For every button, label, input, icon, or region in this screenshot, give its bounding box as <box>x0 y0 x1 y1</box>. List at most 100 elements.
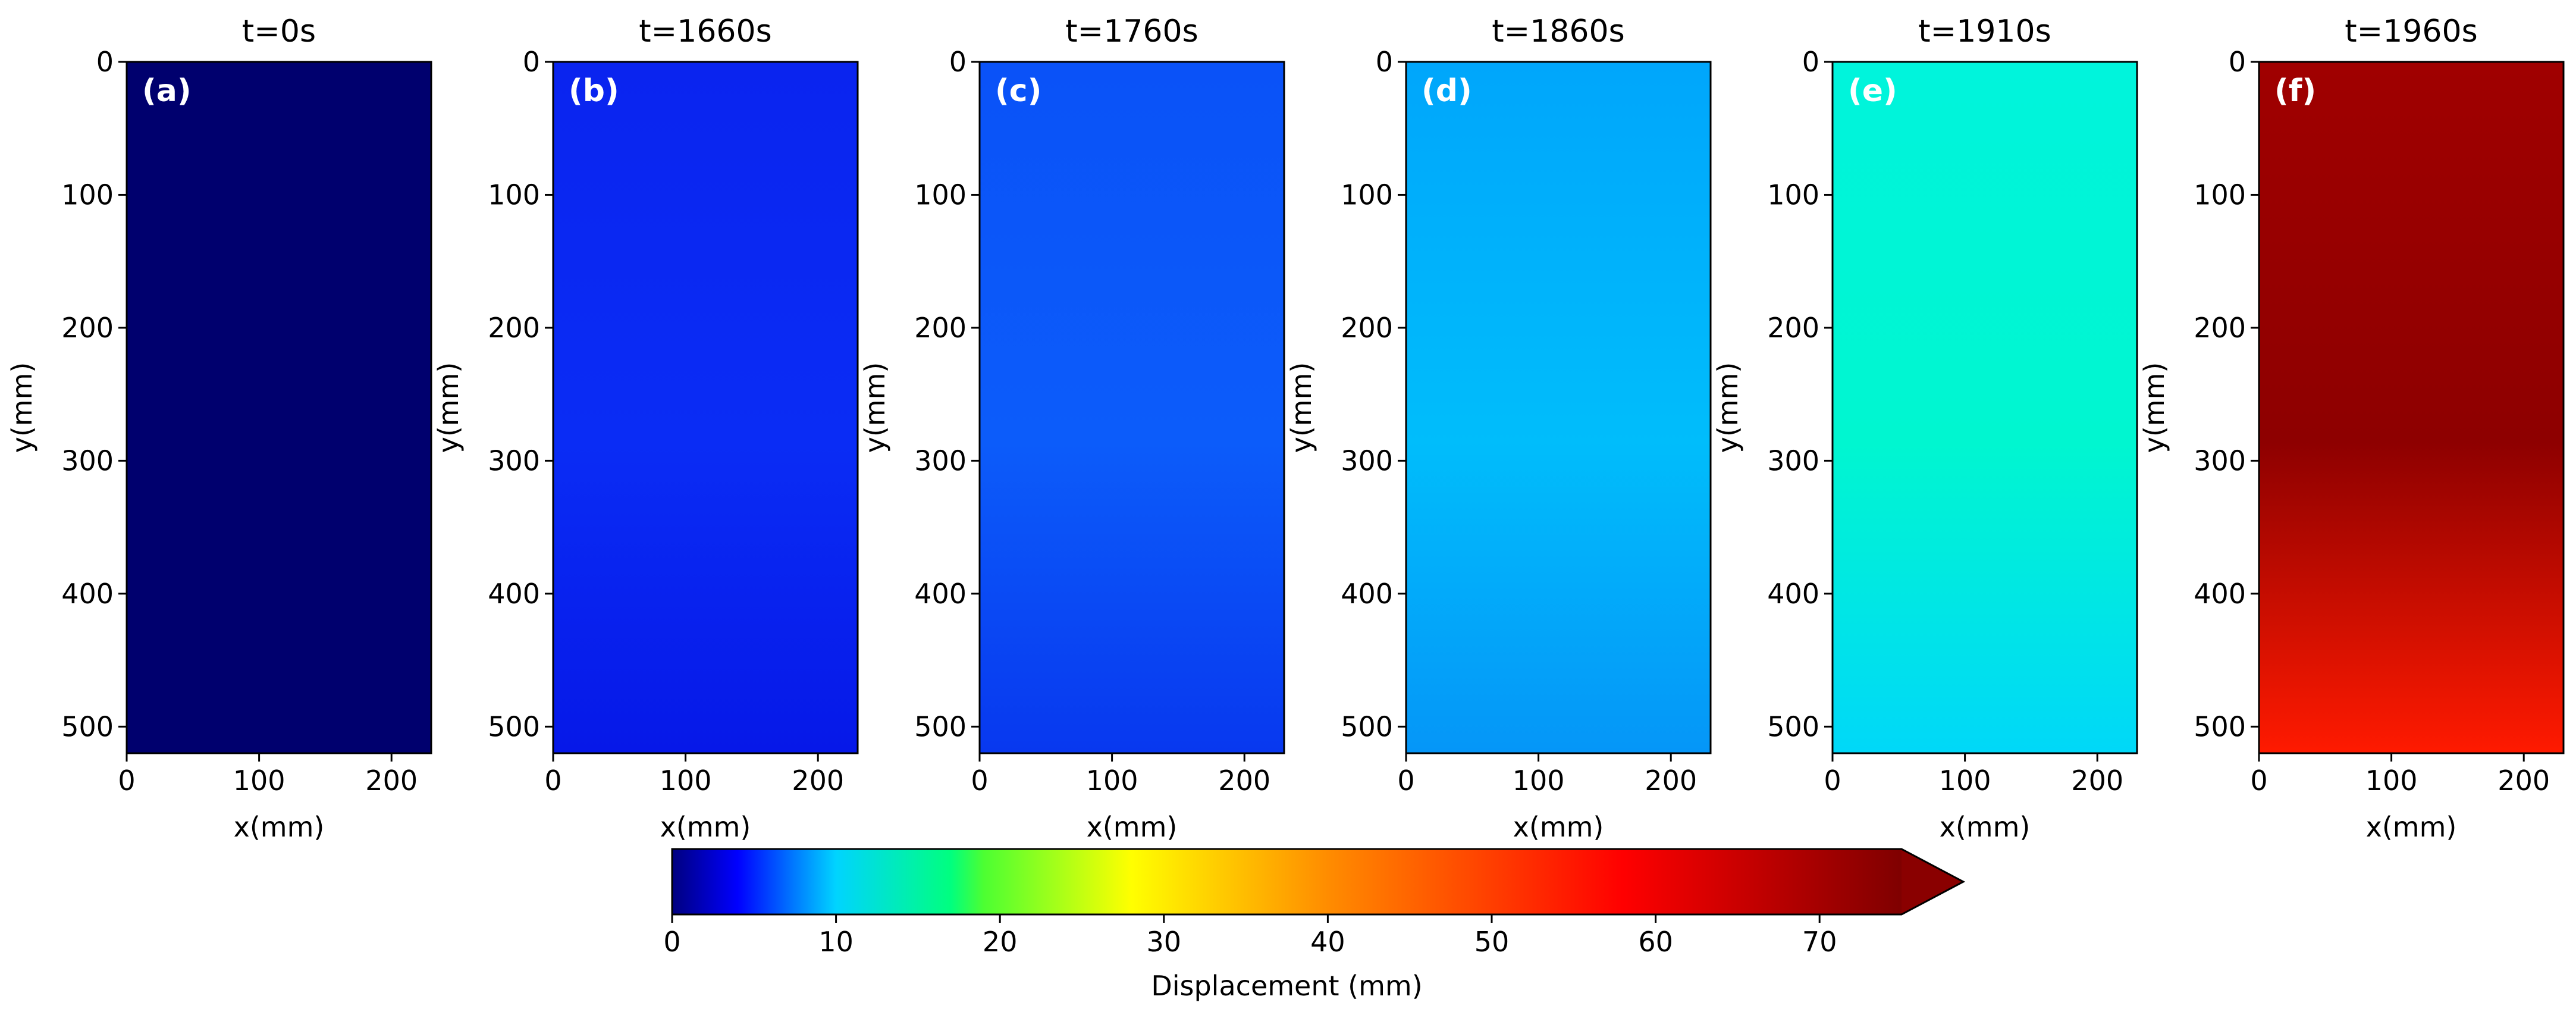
colorbar: 0 10 20 30 40 50 60 70 Displacement (mm) <box>663 848 1966 1002</box>
y-tick-label: 400 <box>1341 578 1393 610</box>
colorbar-tick-label: 70 <box>1802 926 1837 958</box>
y-tick-label: 400 <box>914 578 967 610</box>
x-tick-label: 0 <box>2250 765 2267 797</box>
x-tick-label: 100 <box>1086 765 1138 797</box>
panel-title: t=1660s <box>639 14 771 49</box>
x-axis-label: x(mm) <box>1087 811 1178 843</box>
y-tick-label: 400 <box>2194 578 2246 610</box>
x-tick-label: 0 <box>1824 765 1841 797</box>
x-tick-label: 200 <box>2497 765 2550 797</box>
x-tick-label: 100 <box>2365 765 2418 797</box>
x-tick-label: 200 <box>2071 765 2123 797</box>
y-tick-label: 400 <box>488 578 540 610</box>
colorbar-gradient <box>672 849 1902 914</box>
y-tick-label: 300 <box>1767 444 1819 477</box>
y-tick-label: 100 <box>61 178 114 211</box>
y-tick-label: 0 <box>1802 46 1819 78</box>
y-tick-label: 300 <box>914 444 967 477</box>
panel-letter: (b) <box>569 73 619 109</box>
plot-frame <box>1831 61 2138 754</box>
y-axis-label: y(mm) <box>1712 362 1744 453</box>
y-tick-label: 300 <box>488 444 540 477</box>
y-tick-label: 500 <box>914 710 967 743</box>
y-tick-label: 0 <box>2229 46 2246 78</box>
panel-title: t=1960s <box>2345 14 2477 49</box>
y-tick-label: 500 <box>488 710 540 743</box>
y-tick-label: 200 <box>1341 312 1393 344</box>
y-tick-label: 400 <box>61 578 114 610</box>
x-tick-label: 0 <box>118 765 135 797</box>
x-axis-label: x(mm) <box>1513 811 1604 843</box>
y-tick-label: 300 <box>1341 444 1393 477</box>
panel-title: t=1910s <box>1918 14 2051 49</box>
x-tick-label: 0 <box>1397 765 1414 797</box>
heatmap-field <box>553 62 858 753</box>
colorbar-tick-label: 30 <box>1147 926 1182 958</box>
y-tick-label: 100 <box>1767 178 1819 211</box>
heatmap-field <box>127 62 431 753</box>
y-tick-label: 300 <box>61 444 114 477</box>
panel-title: t=1860s <box>1492 14 1624 49</box>
panel-letter: (e) <box>1848 73 1897 109</box>
y-axis-label: y(mm) <box>859 362 891 453</box>
y-tick-label: 100 <box>488 178 540 211</box>
y-tick-label: 300 <box>2194 444 2246 477</box>
y-tick-label: 500 <box>1767 710 1819 743</box>
y-tick-label: 100 <box>914 178 967 211</box>
y-tick-label: 0 <box>949 46 967 78</box>
y-tick-label: 200 <box>2194 312 2246 344</box>
colorbar-tick-label: 10 <box>818 926 854 958</box>
plot-frame <box>2258 61 2565 754</box>
y-tick-label: 400 <box>1767 578 1819 610</box>
x-axis-label: x(mm) <box>660 811 751 843</box>
colorbar-tick-label: 40 <box>1310 926 1345 958</box>
heatmap-field <box>2259 62 2564 753</box>
y-tick-label: 100 <box>2194 178 2246 211</box>
plot-frame <box>125 61 432 754</box>
colorbar-tick-label: 20 <box>983 926 1018 958</box>
y-tick-label: 0 <box>96 46 114 78</box>
y-tick-label: 500 <box>2194 710 2246 743</box>
x-axis-label: x(mm) <box>234 811 325 843</box>
panel-letter: (f) <box>2274 73 2316 109</box>
x-tick-label: 100 <box>1939 765 1991 797</box>
y-tick-label: 200 <box>1767 312 1819 344</box>
y-axis-label: y(mm) <box>2138 362 2170 453</box>
x-tick-label: 200 <box>792 765 844 797</box>
y-tick-label: 0 <box>523 46 540 78</box>
x-axis-label: x(mm) <box>2366 811 2457 843</box>
x-tick-label: 200 <box>365 765 418 797</box>
x-axis-label: x(mm) <box>1940 811 2031 843</box>
x-tick-label: 200 <box>1218 765 1270 797</box>
y-tick-label: 500 <box>61 710 114 743</box>
colorbar-outline <box>671 848 1966 916</box>
colorbar-label: Displacement (mm) <box>1151 970 1422 1002</box>
y-tick-label: 0 <box>1376 46 1393 78</box>
panel-title: t=1760s <box>1065 14 1198 49</box>
colorbar-tick-label: 60 <box>1638 926 1673 958</box>
x-tick-label: 0 <box>544 765 561 797</box>
x-tick-label: 0 <box>971 765 988 797</box>
colorbar-tick-label: 50 <box>1474 926 1510 958</box>
y-tick-label: 200 <box>61 312 114 344</box>
heatmap-field <box>980 62 1284 753</box>
colorbar-tick-label: 0 <box>663 926 680 958</box>
y-tick-label: 200 <box>488 312 540 344</box>
x-tick-label: 100 <box>233 765 285 797</box>
panel-title: t=0s <box>242 14 316 49</box>
panel-letter: (c) <box>995 73 1041 109</box>
plot-frame <box>978 61 1285 754</box>
y-tick-label: 200 <box>914 312 967 344</box>
y-axis-label: y(mm) <box>432 362 465 453</box>
y-tick-label: 500 <box>1341 710 1393 743</box>
x-tick-label: 100 <box>660 765 712 797</box>
heatmap-field <box>1833 62 2137 753</box>
plot-frame <box>552 61 859 754</box>
